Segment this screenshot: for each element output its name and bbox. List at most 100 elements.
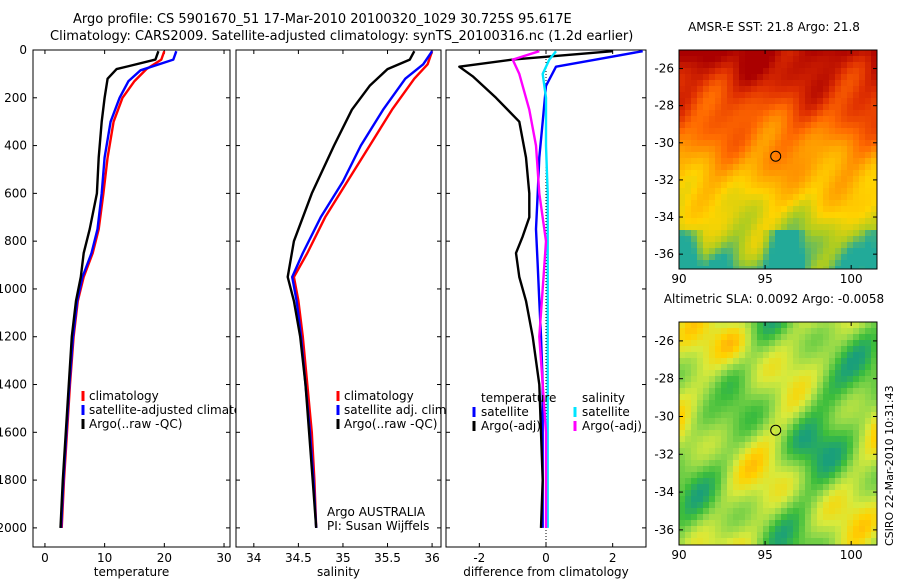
map-cell: [775, 346, 781, 352]
map-cell: [829, 436, 835, 442]
map-cell: [679, 152, 685, 158]
map-cell: [841, 406, 847, 412]
map-cell: [739, 80, 745, 86]
map-cell: [799, 92, 805, 98]
map-cell: [739, 526, 745, 532]
map-cell: [835, 140, 841, 146]
map-cell: [805, 334, 811, 340]
map-cell: [859, 340, 865, 346]
map-cell: [733, 230, 739, 236]
map-cell: [763, 50, 769, 56]
map-cell: [697, 340, 703, 346]
map-cell: [733, 454, 739, 460]
map-cell: [811, 134, 817, 140]
map-cell: [829, 532, 835, 538]
map-cell: [805, 424, 811, 430]
map-cell: [721, 454, 727, 460]
map-cell: [727, 532, 733, 538]
map-cell: [697, 164, 703, 170]
map-cell: [817, 478, 823, 484]
map-cell: [751, 86, 757, 92]
map-cell: [715, 56, 721, 62]
map-cell: [715, 394, 721, 400]
map-cell: [679, 412, 685, 418]
legend-label: satellite: [481, 405, 529, 419]
map-cell: [691, 514, 697, 520]
map-cell: [871, 110, 877, 116]
y-tick-label: -36: [654, 523, 674, 537]
map-cell: [859, 86, 865, 92]
map-cell: [859, 152, 865, 158]
map-cell: [703, 146, 709, 152]
map-cell: [811, 68, 817, 74]
map-cell: [709, 182, 715, 188]
map-cell: [835, 376, 841, 382]
map-cell: [733, 152, 739, 158]
map-cell: [769, 140, 775, 146]
map-cell: [865, 388, 871, 394]
map-cell: [691, 466, 697, 472]
map-cell: [751, 74, 757, 80]
map-cell: [805, 478, 811, 484]
map-cell: [847, 406, 853, 412]
map-cell: [697, 334, 703, 340]
map-cell: [811, 514, 817, 520]
map-cell: [865, 406, 871, 412]
map-cell: [847, 340, 853, 346]
map-cell: [775, 200, 781, 206]
map-cell: [763, 496, 769, 502]
map-cell: [727, 188, 733, 194]
map-cell: [763, 128, 769, 134]
map-cell: [853, 406, 859, 412]
map-cell: [793, 200, 799, 206]
map-cell: [679, 448, 685, 454]
map-cell: [799, 352, 805, 358]
map-cell: [757, 80, 763, 86]
map-cell: [703, 538, 709, 544]
map-cell: [853, 340, 859, 346]
map-cell: [739, 176, 745, 182]
map-cell: [865, 460, 871, 466]
map-cell: [871, 242, 877, 248]
map-cell: [733, 182, 739, 188]
map-cell: [727, 176, 733, 182]
map-cell: [787, 430, 793, 436]
map-cell: [805, 364, 811, 370]
map-cell: [817, 358, 823, 364]
map-cell: [715, 538, 721, 544]
map-cell: [793, 254, 799, 260]
map-cell: [793, 104, 799, 110]
map-cell: [733, 448, 739, 454]
map-cell: [781, 502, 787, 508]
map-cell: [793, 116, 799, 122]
map-cell: [697, 382, 703, 388]
map-cell: [685, 158, 691, 164]
map-cell: [733, 248, 739, 254]
map-cell: [823, 74, 829, 80]
map-cell: [715, 388, 721, 394]
map-cell: [727, 242, 733, 248]
map-cell: [859, 424, 865, 430]
salinity-panel: 34 34.5 35 35.5 36salinityclimatologysatelli…: [235, 49, 450, 579]
map-cell: [763, 92, 769, 98]
map-cell: [787, 526, 793, 532]
map-cell: [757, 266, 763, 269]
map-cell: [697, 260, 703, 266]
map-cell: [853, 526, 859, 532]
map-cell: [733, 116, 739, 122]
map-cell: [823, 358, 829, 364]
map-cell: [757, 218, 763, 224]
series-line-salinity-argo-adj-: [511, 50, 548, 528]
map-cell: [751, 466, 757, 472]
map-cell: [841, 340, 847, 346]
map-cell: [679, 50, 685, 56]
map-cell: [691, 430, 697, 436]
map-cell: [691, 340, 697, 346]
map-cell: [823, 68, 829, 74]
map-cell: [727, 62, 733, 68]
map-cell: [679, 520, 685, 526]
map-cell: [697, 116, 703, 122]
map-cell: [733, 68, 739, 74]
map-cell: [829, 442, 835, 448]
map-cell: [781, 394, 787, 400]
